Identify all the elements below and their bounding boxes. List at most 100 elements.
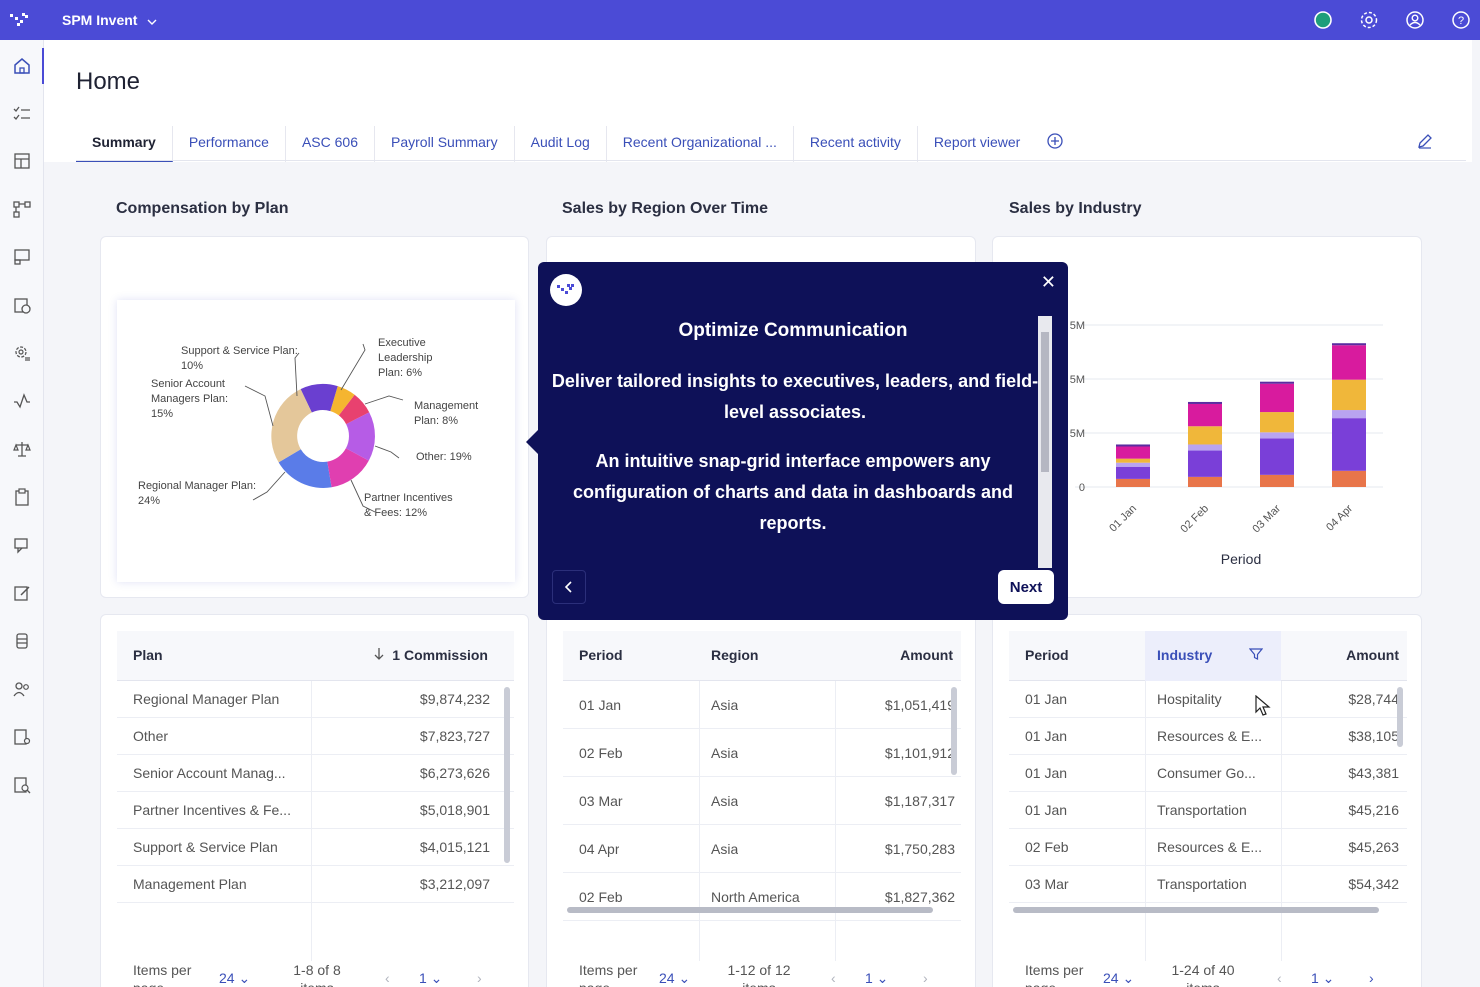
compensation-table: Plan 1 Commission Regional Manager Plan … <box>117 631 514 961</box>
prev-page-icon[interactable]: ‹ <box>1277 970 1282 986</box>
page-select[interactable]: 1 ⌄ <box>419 970 443 986</box>
table-row[interactable]: 03 Mar Transportation $54,342 <box>1009 866 1407 903</box>
per-page-select[interactable]: 24 ⌄ <box>659 970 691 986</box>
column-header-region[interactable]: Region <box>711 647 759 663</box>
popover-body-2: An intuitive snap-grid interface empower… <box>572 451 1014 533</box>
horizontal-scrollbar[interactable] <box>567 907 933 913</box>
column-header-amount[interactable]: Amount <box>1346 647 1399 663</box>
horizontal-scrollbar[interactable] <box>1013 907 1379 913</box>
status-dot-icon[interactable] <box>1312 9 1334 31</box>
sidebar-item-tasks[interactable] <box>0 94 44 134</box>
per-page-select[interactable]: 24 ⌄ <box>219 970 251 986</box>
table-row[interactable]: 01 Jan Transportation $45,216 <box>1009 792 1407 829</box>
sidebar-item-home[interactable] <box>0 46 45 86</box>
bar-segment <box>1116 462 1150 467</box>
document-search-icon <box>14 777 31 794</box>
next-step-button[interactable]: Next <box>998 570 1054 604</box>
column-header-amount[interactable]: Amount <box>900 647 953 663</box>
tab-report-viewer[interactable]: Report viewer <box>933 134 1021 150</box>
bar-segment <box>1188 476 1222 487</box>
tab-payroll-summary[interactable]: Payroll Summary <box>375 126 515 162</box>
column-header-commission[interactable]: 1 Commission <box>392 647 488 663</box>
page-select[interactable]: 1 ⌄ <box>865 970 889 986</box>
item-range: 1-8 of 8 items <box>293 962 341 987</box>
tab-recent-organizational[interactable]: Recent Organizational ... <box>607 126 794 162</box>
column-divider <box>1145 681 1146 961</box>
table-row[interactable]: Regional Manager Plan $9,874,232 <box>117 681 514 718</box>
table-row[interactable]: 02 Feb North America $1,827,362 <box>563 873 961 921</box>
previous-step-button[interactable] <box>552 570 586 604</box>
checklist-icon <box>13 106 30 120</box>
next-page-icon[interactable]: › <box>923 970 928 986</box>
add-tab-icon[interactable] <box>1036 126 1074 161</box>
table-row[interactable]: Management Plan $3,212,097 <box>117 866 514 903</box>
app-switcher[interactable]: SPM Invent <box>62 12 157 28</box>
table-row[interactable]: 01 Jan Consumer Go... $43,381 <box>1009 755 1407 792</box>
table-row[interactable]: 01 Jan Asia $1,051,419 <box>563 681 961 729</box>
sidebar-item-dashboards[interactable] <box>0 141 44 181</box>
filter-icon[interactable] <box>1248 647 1264 664</box>
page-select[interactable]: 1 ⌄ <box>1311 970 1335 986</box>
table-row[interactable]: Senior Account Manag... $6,273,626 <box>117 755 514 792</box>
items-per-page-label: Items per page <box>579 962 638 987</box>
sidebar-item-user-report[interactable] <box>0 717 44 757</box>
tab-asc-606[interactable]: ASC 606 <box>286 126 376 162</box>
sidebar-item-clipboard[interactable] <box>0 477 44 517</box>
table-row[interactable]: Other $7,823,727 <box>117 718 514 755</box>
popover-scroll-thumb[interactable] <box>1041 332 1049 472</box>
next-page-icon[interactable]: › <box>1369 970 1374 986</box>
sidebar-item-messages[interactable] <box>0 525 44 565</box>
sidebar-item-configuration[interactable] <box>0 333 44 373</box>
table-row[interactable]: Partner Incentives & Fe... $5,018,901 <box>117 792 514 829</box>
prev-page-icon[interactable]: ‹ <box>831 970 836 986</box>
sidebar-item-document-search[interactable] <box>0 765 44 805</box>
tab-audit-log[interactable]: Audit Log <box>515 126 607 162</box>
account-icon[interactable] <box>1404 9 1426 31</box>
help-icon[interactable]: ? <box>1450 9 1472 31</box>
sort-arrow-icon[interactable] <box>373 647 385 664</box>
sidebar-item-users[interactable] <box>0 669 44 709</box>
column-header-period[interactable]: Period <box>1025 647 1069 663</box>
table-row[interactable]: 02 Feb Asia $1,101,912 <box>563 729 961 777</box>
sidebar-item-schedule[interactable] <box>0 285 44 325</box>
sidebar-item-balance[interactable] <box>0 429 44 469</box>
sidebar-item-edit[interactable] <box>0 573 44 613</box>
table-row[interactable]: Support & Service Plan $4,015,121 <box>117 829 514 866</box>
sidebar-item-reports[interactable] <box>0 237 44 277</box>
table-row[interactable]: 04 Apr Asia $1,750,283 <box>563 825 961 873</box>
table-row[interactable]: 01 Jan Resources & E... $38,105 <box>1009 718 1407 755</box>
table-row[interactable]: 02 Feb Resources & E... $45,263 <box>1009 829 1407 866</box>
per-page-select[interactable]: 24 ⌄ <box>1103 970 1135 986</box>
sidebar-item-workflow[interactable] <box>0 189 44 229</box>
sidebar-item-activity[interactable] <box>0 381 44 421</box>
vertical-scrollbar[interactable] <box>504 687 510 863</box>
tab-summary[interactable]: Summary <box>76 126 173 162</box>
gear-icon[interactable] <box>1358 9 1380 31</box>
donut-label-management: Management Plan: 8% <box>414 400 479 427</box>
next-page-icon[interactable]: › <box>477 970 482 986</box>
plan-cell: Partner Incentives & Fe... <box>133 802 291 818</box>
tab-performance[interactable]: Performance <box>173 126 286 162</box>
prev-page-icon[interactable]: ‹ <box>385 970 390 986</box>
column-divider <box>699 681 700 961</box>
tour-popover: ✕ Optimize Communication Deliver tailore… <box>526 262 1068 620</box>
edit-pencil-icon[interactable] <box>1416 132 1434 155</box>
brand-logo-icon[interactable] <box>0 0 40 40</box>
tab-recent-activity[interactable]: Recent activity <box>794 126 918 162</box>
column-header-industry[interactable]: Industry <box>1157 647 1213 663</box>
column-header-period[interactable]: Period <box>579 647 623 663</box>
popover-title: Optimize Communication <box>678 320 908 341</box>
item-range: 1-24 of 40 items <box>1171 962 1235 987</box>
close-icon[interactable]: ✕ <box>1040 272 1056 292</box>
top-bar: SPM Invent ? <box>0 0 1480 40</box>
sidebar-item-data[interactable] <box>0 621 44 661</box>
popover-scrollbar[interactable] <box>1038 316 1052 568</box>
table-row[interactable]: 03 Mar Asia $1,187,317 <box>563 777 961 825</box>
vertical-scrollbar[interactable] <box>1397 687 1403 747</box>
donut-label-other: Other: 19% <box>416 451 472 463</box>
table-row[interactable]: 01 Jan Hospitality $28,744 <box>1009 681 1407 718</box>
column-header-plan[interactable]: Plan <box>133 647 163 663</box>
tab-bar: Summary Performance ASC 606 Payroll Summ… <box>76 126 1074 162</box>
period-cell: 01 Jan <box>1025 765 1068 781</box>
vertical-scrollbar[interactable] <box>951 687 957 775</box>
